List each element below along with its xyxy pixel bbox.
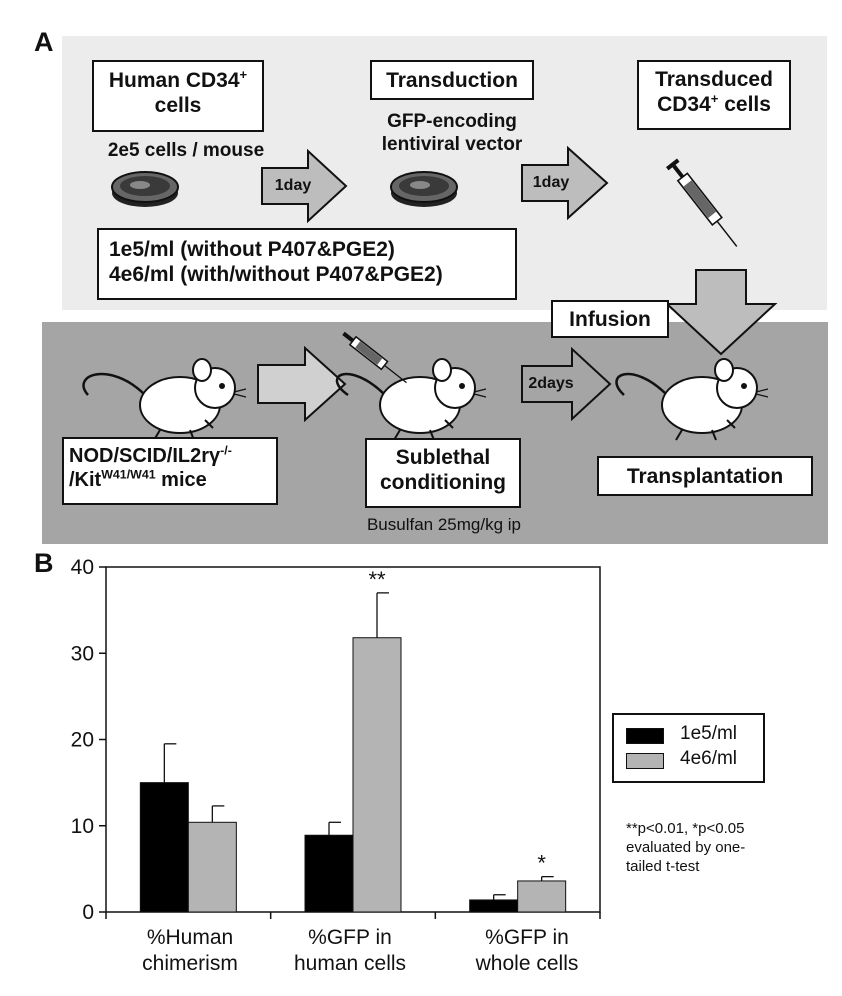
transplantation-box: Transplantation [597,456,813,496]
arrow-conditioning-icon [257,345,347,423]
conditions-box: 1e5/ml (without P407&PGE2) 4e6/ml (with/… [97,228,517,300]
human-cells-line1: Human CD34 [108,69,240,92]
legend-label-4e6: 4e6/ml [680,748,738,769]
mice-line1-sup: -/- [220,443,232,458]
x-label-1-line2: human cells [293,951,407,975]
vector-text: GFP-encoding lentiviral vector [352,111,552,157]
x-label-2-line2: whole cells [475,951,579,975]
significance-note-line2: evaluated by one- [626,838,746,856]
mouse-conditioning-icon [335,358,487,441]
bar [139,782,189,913]
dose-text: 2e5 cells / mouse [107,140,265,161]
arrow-1day-2-icon [521,145,609,221]
transduced-cells-box: Transduced CD34+ cells [637,60,791,130]
sublethal-line1: Sublethal [395,446,491,469]
arrow-2days-icon [521,346,612,422]
infusion-arrow-icon [664,269,778,356]
significance-note-line1: **p<0.01, *p<0.05 [626,820,745,837]
bar [352,637,402,913]
panel-a-graphics [82,145,778,441]
arrow-1day-label: 1day [274,177,312,194]
mice-line1: NOD/SCID/IL2rγ [69,445,221,467]
x-label-1-line1: %GFP in [308,926,392,949]
panel-a-letter: A [34,27,54,57]
sublethal-line2: conditioning [380,471,506,495]
chart-legend: 1e5/ml 4e6/ml [612,713,765,783]
x-category-label: %GFP in whole cells [442,925,612,976]
x-label-0-line1: %Human [146,926,234,949]
petri-dish-transduction-icon [390,171,458,207]
conditions-line2: 4e6/ml (with/without P407&PGE2) [109,263,443,287]
significance-note-line3: tailed t-test [626,857,700,875]
human-cd34-cells-box: Human CD34+ cells [92,60,264,132]
panel-b-letter: B [34,548,54,578]
transduced-sup: + [710,91,719,107]
transplantation-label: Transplantation [626,465,784,488]
y-tick-label: 20 [71,729,94,752]
mouse-transplant-icon [615,358,769,441]
legend-swatch-4e6 [626,753,664,769]
transduced-line2-post: cells [718,93,771,117]
bar [187,821,237,913]
infusion-label: Infusion [569,308,651,331]
syringe-injection-icon [342,331,407,384]
arrow-1day-icon [261,148,348,224]
human-cells-sup: + [239,67,248,82]
mice-line2-sup: W41/W41 [101,467,156,482]
significance-marker: * [537,851,546,876]
arrow-2days-label: 2days [528,375,574,392]
transduced-line1: Transduced [655,68,773,91]
legend-label-1e5: 1e5/ml [680,723,738,744]
syringe-icon [666,158,738,247]
human-cells-line2: cells [154,94,202,118]
y-tick-label: 10 [71,815,94,838]
x-category-label: %GFP in human cells [265,925,435,976]
y-tick-label: 30 [71,642,94,665]
bar [517,880,567,913]
mouse-strain-box: NOD/SCID/IL2rγ-/- /KitW41/W41 mice [62,437,278,505]
transduced-line2-pre: CD34 [657,93,711,117]
bar [304,834,354,913]
arrow-1day-2-label: 1day [532,174,570,191]
transduction-label: Transduction [386,69,518,92]
mice-line2-post: mice [155,469,207,491]
transduction-box: Transduction [370,60,534,100]
x-label-0-line2: chimerism [142,951,238,975]
infusion-box: Infusion [551,300,669,338]
petri-dish-icon [111,171,179,207]
bar [469,899,519,913]
conditions-line1: 1e5/ml (without P407&PGE2) [109,238,395,261]
x-label-2-line1: %GFP in [485,926,569,949]
significance-note: **p<0.01, *p<0.05 evaluated by one- tail… [626,820,745,876]
legend-swatch-1e5 [626,728,664,744]
y-tick-label: 40 [71,556,94,579]
busulfan-text: Busulfan 25mg/kg ip [366,515,522,534]
significance-marker: ** [368,567,386,592]
x-category-label: %Human chimerism [115,925,265,976]
vector-text-line1: GFP-encoding [387,111,517,132]
y-tick-label: 0 [82,901,94,924]
mice-line2: /Kit [69,469,102,491]
mouse-icon [82,358,247,441]
vector-text-line2: lentiviral vector [381,133,523,155]
sublethal-conditioning-box: Sublethal conditioning [365,438,521,508]
